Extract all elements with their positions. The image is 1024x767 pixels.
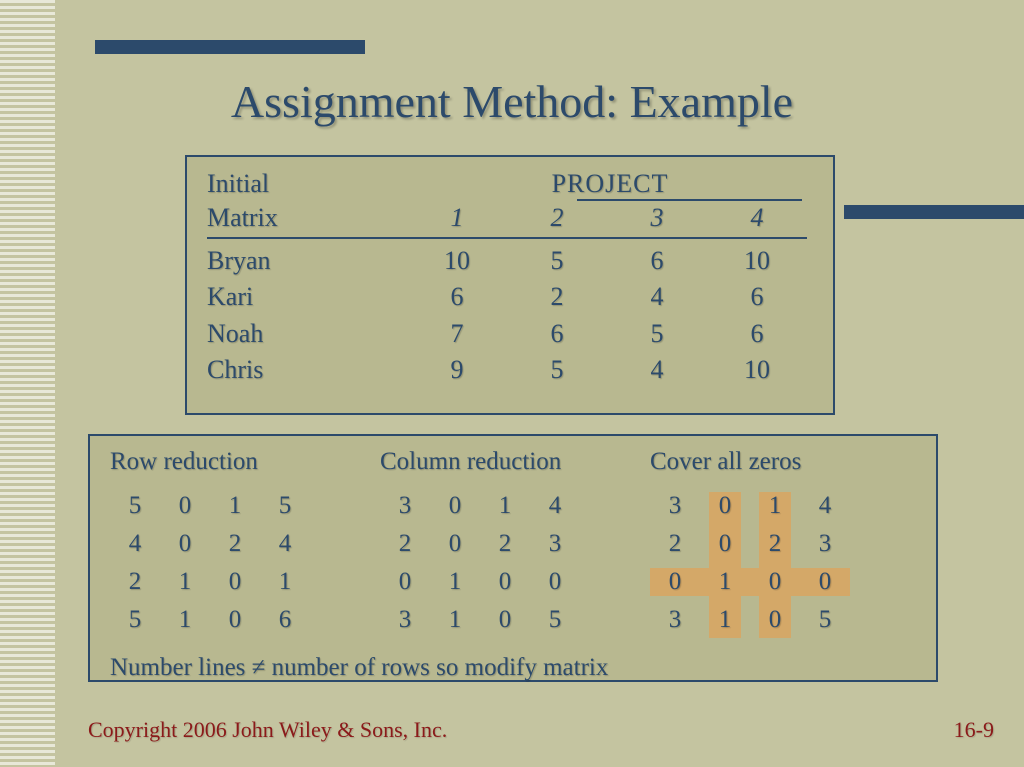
cell: 6 [507, 316, 607, 352]
cell: 3 [650, 604, 700, 636]
cell: 5 [260, 490, 310, 522]
matrix-rows: Bryan 10 5 6 10 Kari 6 2 4 6 Noah 7 6 5 … [207, 243, 813, 389]
copyright-text: Copyright 2006 John Wiley & Sons, Inc. [88, 717, 447, 743]
row-name: Kari [207, 279, 407, 315]
cell: 2 [380, 528, 430, 560]
cell: 3 [530, 528, 580, 560]
cell: 0 [210, 566, 260, 598]
cell: 0 [800, 566, 850, 598]
header-underline [207, 237, 807, 239]
cell: 6 [707, 316, 807, 352]
cell: 3 [650, 490, 700, 522]
cell: 5 [607, 316, 707, 352]
cell: 9 [407, 352, 507, 388]
cell: 0 [650, 566, 700, 598]
matrix-label: Matrix [207, 203, 407, 233]
cell: 0 [210, 604, 260, 636]
col-header: 4 [707, 203, 807, 233]
cell: 4 [800, 490, 850, 522]
table-row: Noah 7 6 5 6 [207, 316, 813, 352]
initial-label: Initial [207, 169, 407, 199]
row-reduction-label: Row reduction [110, 448, 380, 476]
cell: 4 [607, 352, 707, 388]
cell: 6 [707, 279, 807, 315]
cell: 6 [260, 604, 310, 636]
footer-note: Number lines ≠ number of rows so modify … [110, 654, 916, 682]
table-row: Chris 9 5 4 10 [207, 352, 813, 388]
cell: 0 [430, 490, 480, 522]
initial-matrix-box: Initial PROJECT Matrix 1 2 3 4 Bryan 10 … [185, 155, 835, 415]
cell: 6 [607, 243, 707, 279]
decorative-top-bar [95, 40, 365, 54]
cell: 1 [700, 604, 750, 636]
cell: 2 [110, 566, 160, 598]
cover-zeros-label: Cover all zeros [650, 448, 930, 476]
cell: 0 [160, 490, 210, 522]
cell: 4 [110, 528, 160, 560]
col-header: 2 [507, 203, 607, 233]
decorative-right-bar [844, 205, 1024, 219]
cell: 2 [480, 528, 530, 560]
cell: 4 [607, 279, 707, 315]
row-name: Chris [207, 352, 407, 388]
cell: 2 [507, 279, 607, 315]
cell: 0 [750, 566, 800, 598]
cell: 1 [210, 490, 260, 522]
table-row: Bryan 10 5 6 10 [207, 243, 813, 279]
cell: 1 [750, 490, 800, 522]
cell: 1 [430, 604, 480, 636]
reduction-box: Row reduction Column reduction Cover all… [88, 434, 938, 682]
row-reduction-matrix: 5015402421015106 [110, 490, 380, 636]
cell: 4 [260, 528, 310, 560]
column-reduction-matrix: 3014202301003105 [380, 490, 650, 636]
cell: 7 [407, 316, 507, 352]
cell: 2 [750, 528, 800, 560]
cell: 1 [160, 566, 210, 598]
cell: 4 [530, 490, 580, 522]
project-label: PROJECT [407, 169, 813, 199]
cell: 5 [530, 604, 580, 636]
cell: 3 [380, 604, 430, 636]
cell: 0 [160, 528, 210, 560]
cell: 10 [407, 243, 507, 279]
cell: 5 [800, 604, 850, 636]
cell: 2 [650, 528, 700, 560]
page-number: 16-9 [954, 717, 994, 743]
cell: 0 [380, 566, 430, 598]
cell: 2 [210, 528, 260, 560]
cell: 0 [750, 604, 800, 636]
row-name: Bryan [207, 243, 407, 279]
cell: 10 [707, 352, 807, 388]
cell: 3 [800, 528, 850, 560]
cover-zeros-matrix: 3014202301003105 [650, 490, 930, 636]
cell: 5 [507, 352, 607, 388]
cell: 0 [700, 528, 750, 560]
cell: 0 [430, 528, 480, 560]
project-underline [577, 199, 802, 201]
column-reduction-label: Column reduction [380, 448, 650, 476]
row-name: Noah [207, 316, 407, 352]
cell: 0 [480, 604, 530, 636]
cell: 10 [707, 243, 807, 279]
col-header: 3 [607, 203, 707, 233]
table-row: Kari 6 2 4 6 [207, 279, 813, 315]
col-header: 1 [407, 203, 507, 233]
cell: 1 [160, 604, 210, 636]
slide-title: Assignment Method: Example [0, 75, 1024, 128]
cell: 5 [110, 604, 160, 636]
cell: 1 [430, 566, 480, 598]
cell: 0 [700, 490, 750, 522]
cell: 3 [380, 490, 430, 522]
cell: 6 [407, 279, 507, 315]
cell: 5 [110, 490, 160, 522]
cell: 1 [700, 566, 750, 598]
cell: 5 [507, 243, 607, 279]
cell: 1 [260, 566, 310, 598]
cell: 0 [480, 566, 530, 598]
cell: 1 [480, 490, 530, 522]
cell: 0 [530, 566, 580, 598]
